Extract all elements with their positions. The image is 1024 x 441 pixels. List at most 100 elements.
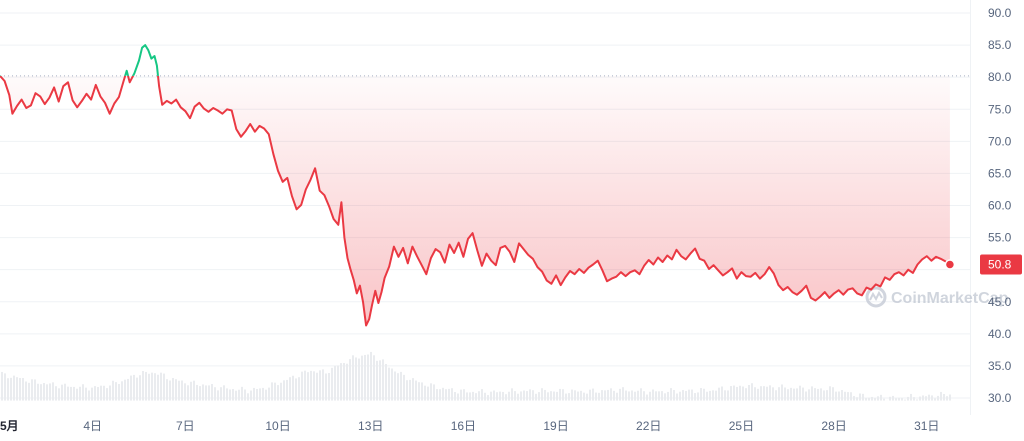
volume-bar [154, 373, 156, 401]
volume-bar [580, 390, 582, 401]
x-tick-label: 28日 [821, 419, 846, 433]
x-tick-label: 25日 [729, 419, 754, 433]
y-tick-label: 40.0 [988, 327, 1012, 341]
volume-bar [760, 386, 762, 401]
last-price-dot [944, 259, 956, 270]
volume-bar [610, 388, 612, 401]
volume-bar [784, 387, 786, 401]
volume-bar [217, 390, 219, 401]
volume-bar [73, 386, 75, 401]
volume-bar [358, 358, 360, 401]
volume-bar [583, 392, 585, 401]
volume-bar [661, 391, 663, 401]
volume-bar [865, 397, 867, 401]
volume-bar [199, 386, 201, 401]
volume-bar [172, 378, 174, 401]
volume-bar [946, 396, 948, 401]
volume-bar [1, 371, 3, 401]
x-tick-label: 10日 [265, 419, 290, 433]
volume-bar [859, 393, 861, 401]
volume-bar [856, 397, 858, 401]
volume-bar [532, 390, 534, 401]
x-axis-ticks: 5月 4日 7日 10日 13日 16日 19日 22日 25日 28日 31日 [0, 419, 939, 433]
volume-bar [889, 396, 891, 401]
volume-bar [643, 391, 645, 401]
volume-bar [157, 374, 159, 401]
volume-bar [142, 370, 144, 401]
volume-bar [40, 384, 42, 401]
volume-bar [439, 389, 441, 401]
volume-bar [451, 388, 453, 401]
volume-bar [511, 388, 513, 401]
volume-bar [649, 391, 651, 401]
volume-bar [622, 387, 624, 401]
volume-bar [361, 355, 363, 401]
volume-bar [598, 392, 600, 401]
volume-bar [139, 375, 141, 401]
volume-bar [655, 391, 657, 401]
last-price-label: 50.8 [988, 258, 1012, 272]
volume-bar [448, 388, 450, 401]
volume-bar [4, 373, 6, 401]
volume-bar [238, 389, 240, 401]
volume-bar [847, 392, 849, 401]
volume-bar [601, 390, 603, 401]
volume-bar [286, 379, 288, 401]
volume-bar [88, 390, 90, 401]
volume-bar [304, 370, 306, 401]
volume-bar [313, 371, 315, 401]
volume-bar [100, 385, 102, 401]
volume-bar [424, 385, 426, 401]
volume-bar [646, 394, 648, 401]
volume-bar [850, 392, 852, 401]
volume-bar [802, 387, 804, 401]
volume-bar [205, 385, 207, 401]
volume-bar [19, 378, 21, 401]
volume-bar [151, 372, 153, 401]
volume-bar [763, 386, 765, 401]
volume-bar [337, 365, 339, 401]
volume-bar [247, 393, 249, 401]
y-axis-ticks: 90.085.080.075.070.065.060.055.050.045.0… [988, 6, 1012, 405]
volume-bar [901, 397, 903, 401]
volume-bar [823, 390, 825, 401]
volume-bar [736, 386, 738, 401]
volume-bar [334, 365, 336, 401]
volume-bar [478, 391, 480, 401]
volume-bar [232, 389, 234, 401]
volume-bar [877, 396, 879, 401]
volume-bar [418, 382, 420, 401]
volume-bar [772, 387, 774, 401]
volume-bar [106, 388, 108, 401]
volume-bar [883, 398, 885, 401]
volume-bar [241, 386, 243, 401]
volume-bar [895, 398, 897, 401]
volume-bar [406, 380, 408, 401]
volume-bar [919, 396, 921, 401]
volume-bar [565, 393, 567, 401]
volume-bar [382, 359, 384, 401]
volume-bar [550, 391, 552, 401]
volume-bar [211, 384, 213, 401]
volume-bar [130, 375, 132, 401]
volume-bar [670, 388, 672, 401]
volume-bar [250, 390, 252, 401]
volume-bar [907, 396, 909, 401]
volume-bar [754, 387, 756, 401]
volume-bar [706, 391, 708, 401]
volume-bar [940, 391, 942, 401]
volume-bar [481, 389, 483, 401]
volume-bar [538, 392, 540, 401]
volume-bar [253, 387, 255, 401]
volume-bar [220, 387, 222, 401]
volume-bar [97, 386, 99, 401]
volume-bar [262, 387, 264, 401]
volume-bar [685, 390, 687, 401]
price-area [0, 75, 950, 326]
volume-bar [652, 389, 654, 401]
y-tick-label: 60.0 [988, 199, 1012, 213]
volume-bar [571, 389, 573, 401]
price-line [0, 44, 951, 327]
